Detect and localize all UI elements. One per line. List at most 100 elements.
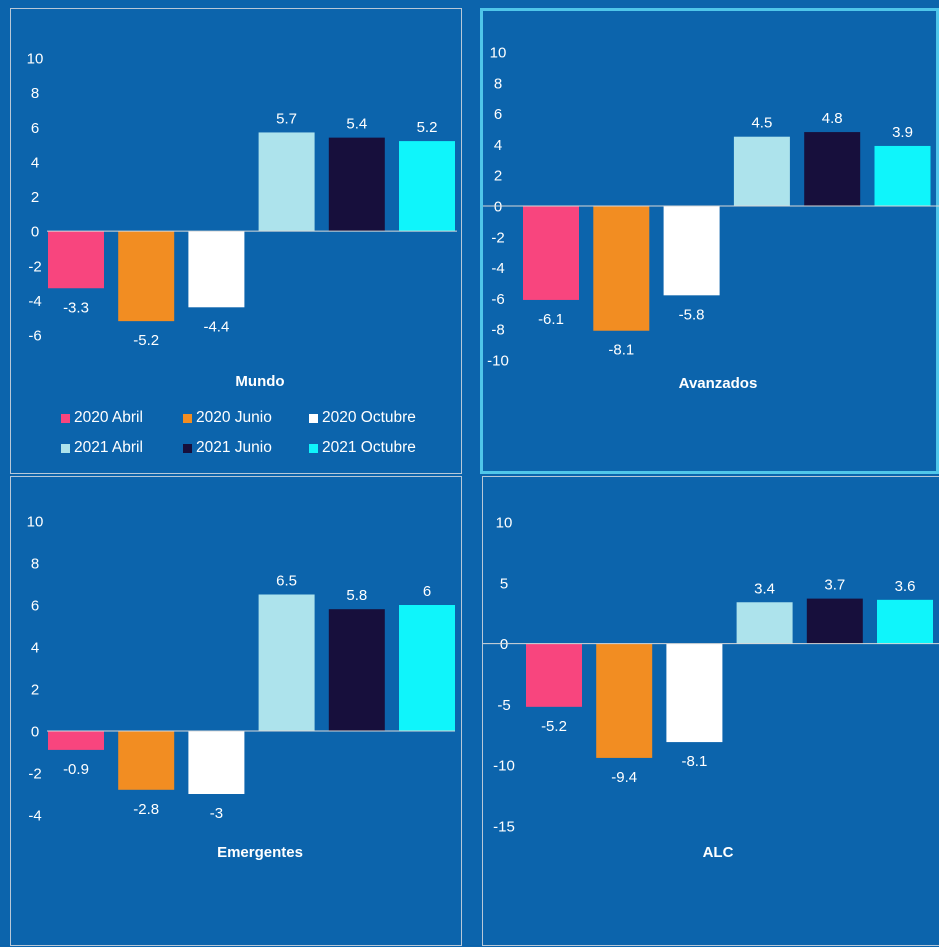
y-tick-label: -10 [487, 353, 509, 370]
bar [399, 605, 455, 731]
y-tick-label: -2 [28, 258, 41, 275]
bar [118, 731, 175, 790]
bar [874, 145, 931, 206]
bar [399, 141, 455, 232]
bar [258, 132, 315, 232]
bar [804, 132, 861, 206]
bar [523, 206, 579, 300]
legend-swatch [309, 443, 318, 453]
data-label: -4.4 [203, 318, 229, 335]
chart-title: Mundo [235, 373, 284, 390]
chart-emergentes: -4 -2 0 2 4 6 8 10 -0.9 -2.8 -3 6.5 5.8 6 Emergentes [27, 514, 455, 861]
data-label: 5.2 [417, 119, 438, 136]
bar [593, 206, 650, 331]
legend-swatch [309, 413, 318, 423]
y-tick-label: -8 [491, 322, 504, 339]
y-tick-label: -5 [497, 697, 510, 714]
y-tick-label: -4 [491, 260, 504, 277]
data-label: -6.1 [538, 311, 564, 328]
y-tick-label: 4 [494, 137, 502, 154]
y-tick-label: -4 [28, 293, 41, 310]
y-tick-label: 0 [31, 724, 39, 741]
bar [733, 136, 790, 206]
data-label: 3.7 [824, 577, 845, 594]
data-label: 5.7 [276, 110, 297, 127]
y-tick-label: 8 [494, 75, 502, 92]
y-tick-label: 8 [31, 556, 39, 573]
legend-item: 2021 Abril [61, 439, 183, 457]
y-tick-label: 2 [31, 682, 39, 699]
bar [663, 206, 720, 296]
y-tick-label: 8 [31, 85, 39, 102]
legend-item: 2021 Junio [183, 439, 309, 457]
y-tick-label: 0 [31, 224, 39, 241]
y-tick-label: 10 [27, 51, 44, 68]
bar [48, 731, 104, 750]
legend-label: 2021 Octubre [322, 439, 416, 456]
chart-title: ALC [703, 844, 734, 861]
legend-label: 2020 Octubre [322, 409, 416, 426]
data-label: -5.8 [679, 306, 705, 323]
y-tick-label: 2 [31, 189, 39, 206]
bar [328, 137, 385, 232]
chart-avanzados: -10 -8 -6 -4 -2 0 2 4 6 8 10 -6.1 -8.1 -5.8 4.5 4.8 3.9 A… [483, 45, 939, 392]
y-tick-label: 6 [31, 598, 39, 615]
data-label: -3.3 [63, 299, 89, 316]
y-tick-label: 6 [31, 120, 39, 137]
data-label: 3.4 [754, 580, 775, 597]
y-tick-label: 5 [500, 575, 508, 592]
bar [877, 599, 933, 644]
legend-item: 2020 Abril [61, 409, 183, 427]
chart-panel-alc: -15 -10 -5 0 5 10 -5.2 -9.4 -8.1 3.4 3.7 3.6 ALC [482, 476, 939, 946]
bar [736, 602, 793, 644]
bar [188, 731, 245, 794]
y-tick-label: -15 [493, 819, 515, 836]
data-label: -0.9 [63, 761, 89, 778]
data-label: -8.1 [608, 342, 634, 359]
data-label: 6 [423, 583, 431, 600]
legend-swatch [61, 413, 70, 423]
chart-panel-mundo: -6 -4 -2 0 2 4 6 8 10 -3.3 -5.2 -4.4 5.7 5.4 5.2 Mundo … [10, 8, 462, 474]
legend-item: 2020 Octubre [309, 409, 439, 427]
y-tick-label: -4 [28, 808, 41, 825]
data-label: 5.8 [346, 587, 367, 604]
legend-label: 2021 Abril [74, 439, 143, 456]
data-label: -3 [210, 805, 223, 822]
data-label: 5.4 [346, 116, 367, 133]
y-tick-label: 10 [496, 515, 513, 532]
y-tick-label: 10 [27, 514, 44, 531]
data-label: 6.5 [276, 573, 297, 590]
y-tick-label: 10 [490, 45, 507, 62]
chart-alc: -15 -10 -5 0 5 10 -5.2 -9.4 -8.1 3.4 3.7 3.6 ALC [483, 515, 939, 861]
bar [118, 231, 175, 322]
y-tick-label: -2 [28, 766, 41, 783]
legend-swatch [183, 443, 192, 453]
data-label: 3.6 [895, 578, 916, 595]
y-tick-label: 0 [494, 199, 502, 216]
data-label: 3.9 [892, 124, 913, 141]
y-tick-label: -2 [491, 229, 504, 246]
bar [328, 609, 385, 731]
data-label: -2.8 [133, 801, 159, 818]
y-tick-label: 6 [494, 106, 502, 123]
legend-label: 2020 Junio [196, 409, 272, 426]
legend-swatch [183, 413, 192, 423]
legend-item: 2021 Octubre [309, 439, 439, 457]
data-label: 4.5 [751, 115, 772, 132]
legend: 2020 Abril 2020 Junio 2020 Octubre 2021 … [61, 409, 439, 457]
data-label: -5.2 [133, 332, 159, 349]
chart-panel-avanzados: -10 -8 -6 -4 -2 0 2 4 6 8 10 -6.1 -8.1 -5.8 4.5 4.8 3.9 A… [480, 8, 939, 474]
chart-title: Avanzados [679, 375, 758, 392]
bar [258, 594, 315, 731]
y-tick-label: 4 [31, 640, 39, 657]
y-tick-label: 2 [494, 168, 502, 185]
data-label: -9.4 [611, 769, 637, 786]
chart-panel-emergentes: -4 -2 0 2 4 6 8 10 -0.9 -2.8 -3 6.5 5.8 6 Emergentes [10, 476, 462, 946]
bar [806, 598, 863, 644]
y-tick-label: -6 [491, 291, 504, 308]
bar [526, 643, 582, 707]
data-label: 4.8 [822, 110, 843, 127]
chart-mundo: -6 -4 -2 0 2 4 6 8 10 -3.3 -5.2 -4.4 5.7 5.4 5.2 Mundo [27, 51, 457, 390]
y-tick-label: 0 [500, 636, 508, 653]
legend-swatch [61, 443, 70, 453]
